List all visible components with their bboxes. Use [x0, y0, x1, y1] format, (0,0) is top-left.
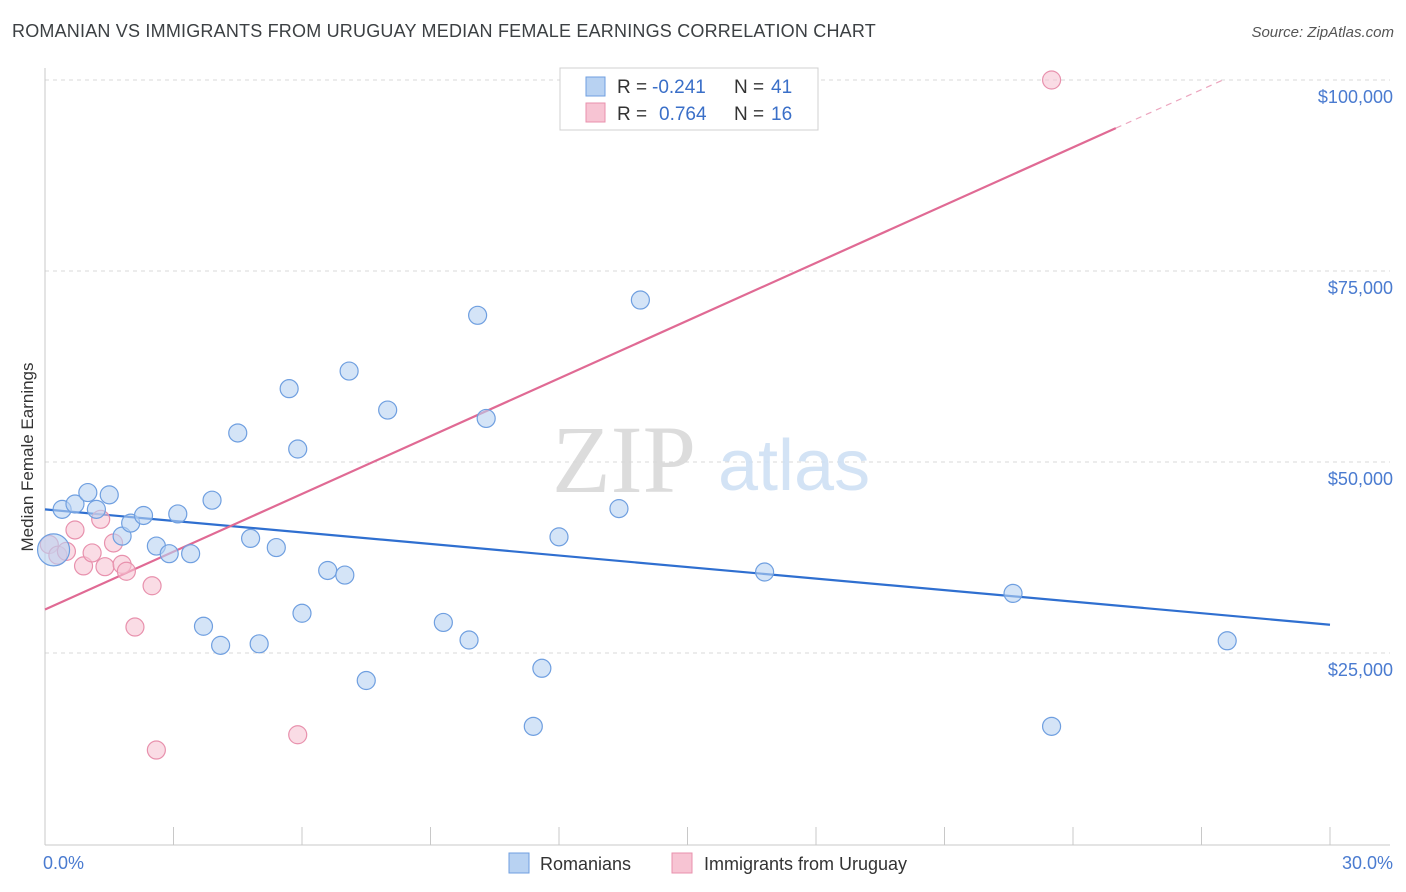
- point-romanians-4: [86, 499, 107, 519]
- trend-line-romanians: [44, 508, 1331, 626]
- point-romanians-38: [1003, 583, 1023, 604]
- point-romanians-21: [288, 439, 308, 459]
- legend-r-label-2: R =: [617, 104, 647, 125]
- point-romanians-22: [292, 603, 312, 623]
- point-romanians-2: [65, 494, 85, 514]
- point-romanians-23: [318, 560, 338, 581]
- chart-title: ROMANIAN VS IMMIGRANTS FROM URUGUAY MEDI…: [12, 21, 876, 41]
- y-tick-label-3: $100,000: [1318, 87, 1393, 107]
- point-uruguay-15: [1041, 70, 1062, 90]
- point-uruguay-5: [82, 543, 102, 563]
- point-romanians-36: [630, 290, 650, 310]
- point-romanians-37: [754, 562, 775, 582]
- point-romanians-0: [36, 533, 71, 567]
- point-romanians-3: [78, 482, 98, 503]
- trend-line-uruguay-extension: [1115, 79, 1224, 129]
- point-romanians-39: [1041, 716, 1062, 736]
- point-romanians-40: [1217, 631, 1237, 651]
- y-tick-label-1: $50,000: [1328, 469, 1393, 489]
- point-romanians-19: [266, 537, 286, 558]
- point-romanians-5: [99, 485, 119, 505]
- legend-r-value-1: -0.241: [652, 77, 706, 98]
- bottom-legend-romanians: Romanians: [540, 854, 631, 874]
- point-romanians-14: [202, 490, 222, 510]
- point-uruguay-14: [288, 725, 308, 745]
- chart-source: Source: ZipAtlas.com: [1251, 24, 1394, 41]
- point-romanians-35: [609, 499, 629, 519]
- point-romanians-26: [356, 670, 376, 691]
- point-romanians-29: [459, 630, 479, 650]
- point-romanians-16: [228, 423, 248, 443]
- legend-top: R = -0.241 N = 41 R = 0.764 N = 16: [559, 67, 819, 131]
- grid-layer: [45, 79, 1390, 654]
- point-romanians-28: [433, 612, 453, 633]
- legend-n-label-1: N =: [734, 77, 764, 98]
- point-romanians-34: [549, 527, 569, 547]
- bottom-legend-swatch-uruguay: [671, 852, 693, 874]
- legend-n-label-2: N =: [734, 104, 764, 125]
- points-layer: [36, 70, 1237, 760]
- y-tick-label-2: $75,000: [1328, 278, 1393, 298]
- point-romanians-17: [241, 528, 261, 549]
- legend-swatch-romanians: [585, 76, 606, 97]
- point-uruguay-3: [65, 520, 85, 540]
- axis-layer: [44, 68, 1390, 846]
- y-tick-labels: $25,000 $50,000 $75,000 $100,000: [1318, 87, 1393, 680]
- point-romanians-20: [279, 379, 299, 399]
- point-romanians-12: [181, 544, 201, 564]
- point-romanians-18: [249, 634, 269, 654]
- bottom-legend-swatch-romanians: [508, 852, 530, 874]
- legend-n-value-1: 41: [771, 77, 792, 98]
- trend-layer: [44, 79, 1331, 626]
- point-romanians-32: [523, 716, 543, 736]
- watermark-atlas: atlas: [718, 426, 870, 506]
- y-tick-label-0: $25,000: [1328, 660, 1393, 680]
- point-uruguay-11: [125, 617, 145, 637]
- point-romanians-13: [193, 616, 214, 636]
- trend-line-uruguay: [44, 127, 1117, 611]
- x-tick-label-1: 30.0%: [1342, 853, 1393, 873]
- x-tick-labels: 0.0% 30.0%: [43, 853, 1393, 873]
- y-axis-label: Median Female Earnings: [18, 363, 37, 552]
- legend-r-label-1: R =: [617, 77, 647, 98]
- point-romanians-10: [159, 544, 179, 564]
- point-romanians-11: [168, 504, 188, 524]
- watermark-zip: ZIP: [552, 406, 696, 513]
- legend-swatch-uruguay: [585, 102, 606, 123]
- point-uruguay-7: [95, 557, 115, 577]
- point-romanians-31: [476, 408, 496, 429]
- point-romanians-8: [133, 505, 154, 526]
- legend-n-value-2: 16: [771, 104, 792, 125]
- point-uruguay-10: [116, 561, 136, 581]
- watermark: ZIP atlas: [552, 406, 870, 513]
- point-romanians-30: [468, 305, 488, 325]
- x-tick-label-0: 0.0%: [43, 853, 84, 873]
- point-romanians-25: [339, 361, 359, 381]
- legend-r-value-2: 0.764: [659, 104, 707, 125]
- point-romanians-15: [211, 635, 231, 655]
- legend-bottom: Romanians Immigrants from Uruguay: [508, 852, 907, 874]
- point-uruguay-13: [146, 740, 166, 760]
- point-romanians-33: [532, 658, 552, 678]
- point-romanians-27: [378, 400, 398, 420]
- point-romanians-24: [335, 565, 355, 585]
- point-uruguay-12: [142, 576, 162, 596]
- bottom-legend-uruguay: Immigrants from Uruguay: [704, 854, 907, 874]
